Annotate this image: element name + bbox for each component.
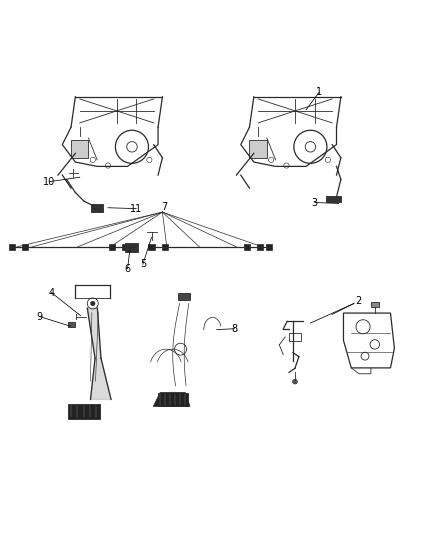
Text: 6: 6: [124, 264, 131, 273]
Text: 8: 8: [231, 324, 237, 334]
FancyBboxPatch shape: [125, 244, 138, 252]
Text: 2: 2: [355, 296, 361, 306]
Text: 9: 9: [37, 312, 43, 321]
FancyBboxPatch shape: [22, 244, 28, 249]
Text: 10: 10: [43, 176, 55, 187]
Text: 4: 4: [48, 288, 54, 297]
FancyBboxPatch shape: [371, 303, 379, 307]
FancyBboxPatch shape: [178, 293, 190, 300]
FancyBboxPatch shape: [325, 196, 341, 202]
Polygon shape: [153, 393, 190, 406]
FancyBboxPatch shape: [250, 140, 267, 158]
FancyBboxPatch shape: [158, 393, 187, 406]
FancyBboxPatch shape: [91, 204, 103, 212]
Polygon shape: [87, 308, 111, 399]
FancyBboxPatch shape: [71, 140, 88, 158]
Text: 11: 11: [130, 204, 142, 214]
FancyBboxPatch shape: [67, 404, 99, 418]
FancyBboxPatch shape: [67, 322, 75, 327]
FancyBboxPatch shape: [244, 244, 251, 249]
Circle shape: [91, 301, 95, 306]
Text: 5: 5: [140, 260, 146, 269]
FancyBboxPatch shape: [110, 244, 116, 249]
Text: 7: 7: [162, 202, 168, 212]
FancyBboxPatch shape: [9, 244, 15, 249]
Circle shape: [293, 379, 297, 384]
Text: 3: 3: [312, 198, 318, 207]
FancyBboxPatch shape: [257, 244, 263, 249]
Text: 1: 1: [316, 87, 322, 98]
FancyBboxPatch shape: [131, 244, 137, 249]
FancyBboxPatch shape: [122, 244, 128, 249]
FancyBboxPatch shape: [266, 244, 272, 249]
FancyBboxPatch shape: [148, 244, 155, 249]
FancyBboxPatch shape: [162, 244, 168, 249]
